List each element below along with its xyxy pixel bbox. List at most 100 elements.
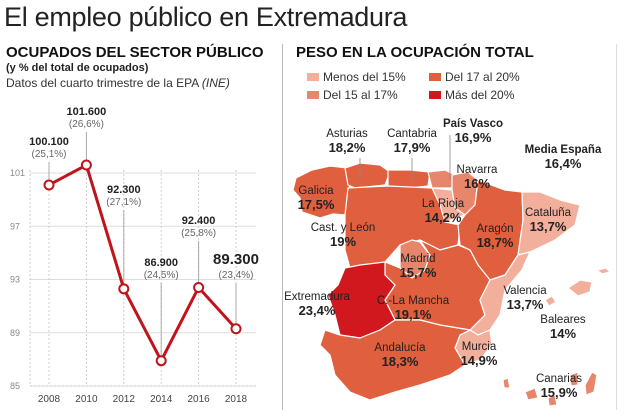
x-tick-label: 2008	[38, 394, 61, 405]
data-point	[80, 159, 92, 171]
region-name: Navarra	[456, 164, 498, 176]
value-label: 89.300	[213, 251, 259, 268]
pct-label: (23,4%)	[218, 270, 253, 281]
value-label: 101.600	[67, 106, 107, 118]
region-label-baleares: Baleares 14%	[518, 314, 608, 342]
legend-swatch	[307, 91, 319, 99]
x-tick-label: 2018	[225, 394, 248, 405]
legend-label: Menos del 15%	[323, 70, 406, 84]
region-baleares	[596, 267, 611, 275]
region-label-pais_vasco: País Vasco 16,9%	[428, 118, 518, 146]
page-title: El empleo público en Extremadura	[4, 2, 408, 32]
region-name: Madrid	[400, 253, 436, 265]
region-value: 16,4%	[544, 156, 582, 172]
region-value: 13,7%	[529, 219, 567, 235]
region-value: 15,7%	[399, 265, 437, 281]
source-text: Datos del cuarto trimestre de la EPA	[6, 76, 202, 90]
region-name: País Vasco	[442, 118, 504, 130]
region-label-cyl: Cast. y León 19%	[298, 222, 388, 250]
region-value: 14%	[549, 326, 577, 342]
legend-swatch	[429, 91, 441, 99]
pct-label: (24,5%)	[144, 270, 179, 281]
region-name: C.-La Mancha	[376, 295, 450, 307]
data-point	[155, 355, 167, 367]
region-value: 13,7%	[506, 297, 544, 313]
map-legend: Menos del 15% Del 17 al 20% Del 15 al 17…	[307, 70, 549, 102]
data-point	[118, 283, 130, 295]
pct-label: (26,6%)	[69, 119, 104, 130]
value-label: 92.400	[182, 215, 216, 227]
region-name: Cantabria	[387, 128, 437, 140]
region-name: Canarias	[535, 373, 583, 385]
region-name: Baleares	[540, 314, 586, 326]
region-label-aragon: Aragón 18,7%	[450, 223, 540, 251]
x-tick-label: 2010	[75, 394, 98, 405]
x-tick-label: 2016	[187, 394, 210, 405]
y-tick-label: 85	[10, 381, 20, 391]
region-name: Media España	[524, 144, 602, 156]
chart-subheading: (y % del total de ocupados)	[6, 62, 149, 74]
legend-item: Más del 20%	[429, 88, 549, 102]
pct-label: (25,1%)	[31, 149, 66, 160]
region-label-navarra: Navarra 16%	[432, 164, 522, 192]
region-value: 18,3%	[381, 354, 419, 370]
pct-label: (25,8%)	[181, 228, 216, 239]
value-label: 92.300	[107, 184, 141, 196]
y-tick-label: 101	[10, 168, 25, 178]
region-name: Cast. y León	[310, 222, 376, 234]
region-cantabria	[387, 169, 431, 189]
y-tick-label: 97	[10, 221, 20, 231]
legend-item: Del 17 al 20%	[429, 70, 549, 84]
map-heading: PESO EN LA OCUPACIÓN TOTAL	[296, 44, 534, 61]
value-label: 100.100	[29, 136, 69, 148]
region-label-extremadura: Extremadura 23,4%	[272, 291, 362, 319]
region-label-valencia: Valencia 13,7%	[480, 285, 570, 313]
legend-label: Más del 20%	[445, 88, 515, 102]
region-value: 19,1%	[394, 307, 432, 323]
region-name: Asturias	[326, 128, 368, 140]
region-value: 17,5%	[297, 197, 335, 213]
region-name: Andalucía	[374, 342, 426, 354]
pct-label: (27,1%)	[106, 197, 141, 208]
region-name: Cataluña	[524, 207, 572, 219]
data-point	[193, 281, 205, 293]
x-tick-label: 2012	[113, 394, 136, 405]
region-value: 19%	[329, 234, 357, 250]
region-name: Extremadura	[284, 291, 350, 303]
divider	[282, 44, 283, 410]
region-value: 23,4%	[298, 303, 336, 319]
y-tick-label: 89	[10, 328, 20, 338]
region-value: 16,9%	[454, 130, 492, 146]
region-label-cataluna: Cataluña 13,7%	[503, 207, 593, 235]
x-tick-label: 2014	[150, 394, 173, 405]
source-italic: (INE)	[201, 76, 230, 90]
region-value: 18,7%	[476, 235, 514, 251]
region-label-madrid: Madrid 15,7%	[373, 253, 463, 281]
region-name: La Rioja	[421, 198, 465, 210]
legend-swatch	[429, 73, 441, 81]
line-chart: 101 97 93 89 85 2008 2010 2012 2014 2016 2018 100.1…	[10, 106, 259, 405]
legend-swatch	[307, 73, 319, 81]
region-canarias	[502, 377, 511, 389]
legend-label: Del 17 al 20%	[445, 70, 520, 84]
legend-item: Del 15 al 17%	[307, 88, 429, 102]
region-value: 16%	[463, 176, 491, 192]
region-name: Aragón	[476, 223, 514, 235]
region-label-rioja: La Rioja 14,2%	[398, 198, 488, 226]
series-line	[48, 163, 238, 363]
divider	[616, 44, 617, 410]
region-value: 14,2%	[424, 210, 462, 226]
data-point	[43, 179, 55, 191]
y-tick-label: 93	[10, 275, 20, 285]
region-value: 18,2%	[328, 140, 366, 156]
chart-heading: OCUPADOS DEL SECTOR PÚBLICO	[6, 44, 264, 61]
region-label-media: Media España 16,4%	[518, 144, 608, 172]
region-value: 14,9%	[460, 353, 498, 369]
region-label-asturias: Asturias 18,2%	[302, 128, 392, 156]
region-name: Galicia	[298, 185, 334, 197]
region-label-cantabria: Cantabria 17,9%	[367, 128, 457, 156]
region-label-andalucia: Andalucía 18,3%	[355, 342, 445, 370]
data-point	[230, 323, 242, 335]
region-label-galicia: Galicia 17,5%	[271, 185, 361, 213]
region-name: Murcia	[461, 341, 497, 353]
